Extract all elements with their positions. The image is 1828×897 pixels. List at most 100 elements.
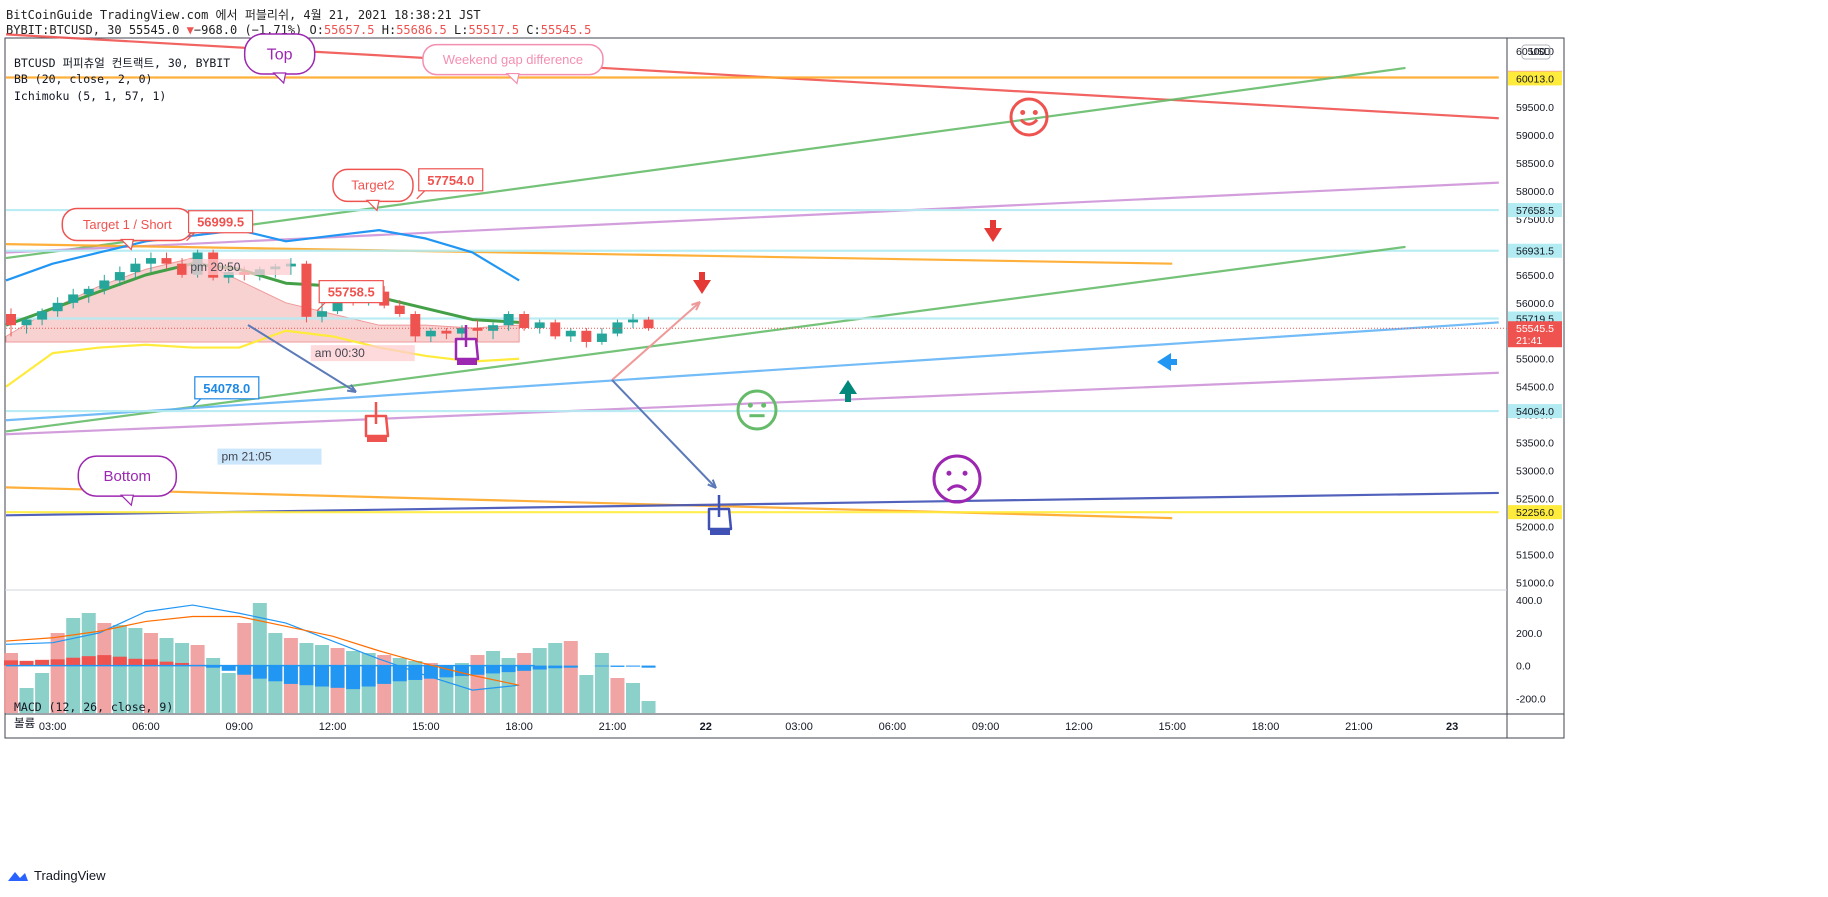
macd-signal-line (5, 615, 520, 686)
ichimoku-lagging-line (5, 329, 520, 388)
candle-body (37, 311, 48, 320)
macd-histogram-bar (486, 665, 501, 674)
price-label-pointer (416, 190, 426, 200)
price-tag-bg (1508, 243, 1562, 258)
volume-bar (19, 688, 34, 713)
price-label-box (194, 376, 260, 400)
x-tick-label: 09:00 (972, 721, 1000, 733)
y-tick-label: 55000.0 (1516, 354, 1554, 366)
candle-body (21, 319, 32, 326)
close-value: 55545.5 (540, 23, 592, 37)
callout-text: Bottom (104, 468, 152, 485)
volume-bar (159, 638, 174, 713)
legend-ichimoku[interactable]: Ichimoku (5, 1, 57, 1) (14, 89, 167, 103)
trend-line (5, 371, 1499, 436)
legend-volume[interactable]: 볼륨 (14, 716, 36, 730)
candle-body (456, 327, 467, 334)
macd-histogram-bar (548, 665, 563, 669)
face-mouth (946, 484, 968, 492)
price-tag-bg (1508, 505, 1562, 520)
candle-body (565, 330, 576, 337)
candle-body (488, 325, 499, 331)
y-tick-label: 53000.0 (1516, 466, 1554, 478)
macd-histogram-bar (563, 665, 578, 668)
macd-histogram-bar (35, 659, 50, 666)
down-arrow-marker-icon (984, 220, 1002, 242)
macd-histogram-bar (361, 665, 376, 687)
candle-body (550, 322, 561, 337)
volume-bar (377, 655, 392, 713)
face-outline (1009, 97, 1049, 137)
y-tick-label: 59500.0 (1516, 102, 1554, 114)
time-note-text: am 00:30 (315, 346, 365, 360)
callout-tail (272, 72, 287, 85)
candle-body (503, 314, 514, 326)
volume-bar (97, 623, 112, 713)
up-arrow-marker-icon (839, 380, 857, 402)
face-eye (761, 402, 767, 408)
price-tag-label: 54064.0 (1516, 406, 1554, 418)
callout-target-1-short: Target 1 / Short (61, 207, 194, 251)
callout-tail (505, 72, 520, 85)
volume-bar (112, 625, 127, 713)
x-tick-label: 21:00 (1345, 721, 1373, 733)
candle-body (83, 288, 94, 295)
hand-cuff (710, 529, 730, 535)
smiley-face-icon (1009, 97, 1049, 137)
volume-bar (563, 641, 578, 713)
face-eye (747, 402, 753, 408)
volume-bar (4, 653, 18, 713)
trend-line (5, 243, 1173, 265)
hand-pointer-icon (707, 495, 733, 535)
candle-body (6, 314, 16, 326)
projection-arrow-drop-head (346, 384, 357, 393)
x-tick-label: 03:00 (39, 721, 67, 733)
macd-histogram-bar (408, 665, 423, 680)
x-tick-label: 09:00 (225, 721, 253, 733)
legend-symbol[interactable]: BTCUSD 퍼피츄얼 컨트랙트, 30, BYBIT (14, 56, 231, 70)
candle-body (301, 263, 312, 317)
x-tick-label: 06:00 (132, 721, 160, 733)
macd-histogram-bar (439, 665, 454, 678)
candle-body (581, 330, 592, 342)
callout-text: Target2 (351, 178, 394, 193)
volume-bar (470, 655, 485, 713)
macd-histogram-bar (594, 665, 609, 667)
high-label: H: (381, 23, 397, 37)
callout-bottom: Bottom (77, 455, 178, 507)
x-tick-label: 15:00 (1158, 721, 1186, 733)
y-tick-label: 52500.0 (1516, 494, 1554, 506)
candle-body (643, 319, 654, 329)
macd-histogram-bar (159, 661, 174, 666)
price-label-pointer (192, 398, 202, 408)
y-tick-label: 53500.0 (1516, 438, 1554, 450)
volume-bar (517, 653, 532, 713)
legend-bollinger[interactable]: BB (20, close, 2, 0) (14, 72, 153, 86)
candle-body (68, 294, 79, 303)
volume-bar (579, 675, 594, 713)
macd-histogram-bar (315, 665, 329, 687)
x-tick-label: 03:00 (785, 721, 813, 733)
price-label-box (318, 280, 384, 304)
footer-brand[interactable]: TradingView (6, 868, 106, 883)
callout-tail (119, 238, 135, 251)
chart-frame (4, 37, 1565, 739)
face-eye (1020, 110, 1026, 115)
legend-macd[interactable]: MACD (12, 26, close, 9) (14, 700, 174, 714)
volume-bar (594, 653, 609, 713)
volume-bar (221, 673, 236, 713)
macd-histogram-bar (610, 665, 625, 667)
last-price: 55545.0 (128, 23, 180, 37)
x-tick-label: 22 (700, 721, 712, 733)
candle-body (99, 280, 110, 289)
volume-bar (486, 651, 501, 713)
hand-pointer-icon (454, 325, 480, 365)
volume-bar (175, 643, 190, 713)
bollinger-basis-line (5, 262, 520, 327)
price-label-text: 55758.5 (328, 285, 375, 300)
x-tick-label: 18:00 (1252, 721, 1280, 733)
volume-bar (626, 683, 640, 713)
hand-cuff (367, 436, 387, 442)
x-tick-label: 06:00 (879, 721, 907, 733)
